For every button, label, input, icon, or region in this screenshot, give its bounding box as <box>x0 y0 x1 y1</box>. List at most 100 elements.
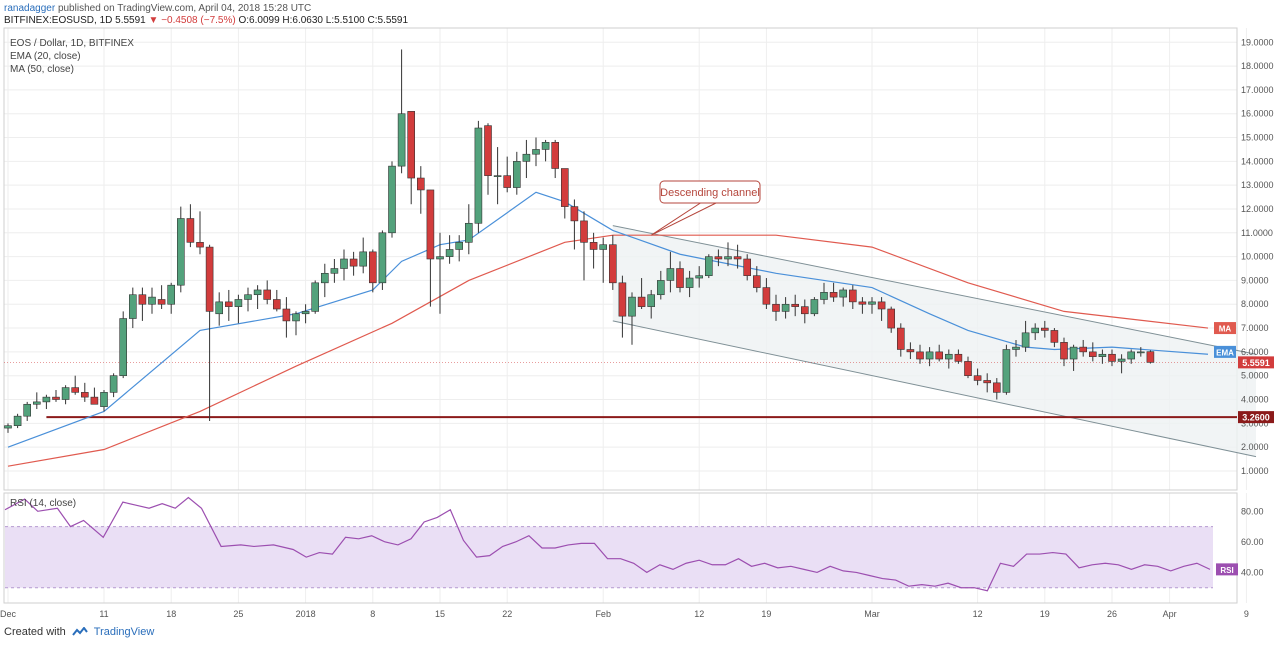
symbol-label: BITFINEX:EOSUSD, 1D <box>4 15 113 26</box>
candle-body <box>436 256 444 260</box>
candle-body <box>570 206 579 222</box>
candle-body <box>493 175 502 177</box>
candle-body <box>1050 330 1059 343</box>
price-tick-label: 19.0000 <box>1241 37 1274 47</box>
candle-body <box>906 349 915 353</box>
candle-body <box>311 282 320 312</box>
candle-body <box>791 303 800 307</box>
candle-body <box>1069 346 1078 360</box>
candle-body <box>359 251 368 267</box>
last-price-badge: 5.5591 <box>1242 358 1270 368</box>
price-tick-label: 18.0000 <box>1241 61 1274 71</box>
candle-body <box>52 396 60 400</box>
rsi-tick-label: 60.00 <box>1241 537 1264 547</box>
candle-body <box>455 242 464 250</box>
price-tick-label: 17.0000 <box>1241 85 1274 95</box>
time-tick-label: 12 <box>973 609 983 619</box>
candle-body <box>839 289 848 298</box>
candle-body <box>829 292 838 298</box>
price-tick-label: 2.0000 <box>1241 442 1269 452</box>
candle-body <box>618 282 627 317</box>
candle-body <box>848 289 857 303</box>
footer: Created with TradingView <box>4 626 154 638</box>
price-tick-label: 4.0000 <box>1241 395 1269 405</box>
candle-body <box>762 287 771 305</box>
candle-body <box>177 218 185 286</box>
price-tick-label: 14.0000 <box>1241 156 1274 166</box>
candle-body <box>1127 351 1135 360</box>
chart-title: EOS / Dollar, 1D, BITFINEX <box>10 38 134 49</box>
candle-body <box>877 301 886 310</box>
candle-body <box>1079 346 1087 353</box>
candle-body <box>1117 358 1126 362</box>
candle-body <box>695 275 704 279</box>
candle-body <box>503 175 512 188</box>
candle-body <box>714 256 723 260</box>
candle-body <box>733 256 742 260</box>
rsi-legend[interactable]: RSI (14, close) <box>10 498 76 509</box>
price-tick-label: 7.0000 <box>1241 323 1269 333</box>
candle-body <box>628 296 636 317</box>
candle-body <box>407 111 416 179</box>
ma-legend[interactable]: MA (50, close) <box>10 64 74 75</box>
candle-body <box>781 303 790 312</box>
time-tick-label: 15 <box>435 609 445 619</box>
ema-tag: EMA <box>1216 348 1234 357</box>
price-pane-border <box>3 27 1238 491</box>
candle-body <box>1031 327 1039 334</box>
price-axis[interactable]: 19.0000 18.0000 17.0000 16.0000 15.0000 14.00… <box>1241 37 1274 476</box>
ema-legend[interactable]: EMA (20, close) <box>10 51 81 62</box>
ma-tag: MA <box>1219 325 1232 334</box>
candle-body <box>916 351 924 360</box>
candle-body <box>704 256 713 276</box>
candle-body <box>532 149 540 155</box>
candle-body <box>397 113 406 167</box>
candle-body <box>666 268 675 281</box>
rsi-tick-label: 80.00 <box>1241 506 1264 516</box>
rsi-pane-border <box>3 492 1238 604</box>
time-tick-label: 11 <box>99 609 108 619</box>
price-tick-label: 11.0000 <box>1241 228 1273 238</box>
candle-body <box>148 296 156 305</box>
candle-body <box>42 396 51 403</box>
time-axis[interactable]: Dec 11 18 25 2018 8 15 22 Feb 12 19 Mar 12 19 26 Apr 9 <box>0 609 1249 619</box>
candle-body <box>100 392 108 407</box>
descending-channel-fill <box>612 225 1256 457</box>
tradingview-link[interactable]: TradingView <box>93 626 155 638</box>
price-tick-label: 8.0000 <box>1241 299 1269 309</box>
candle-body <box>724 256 732 260</box>
candle-body <box>109 375 118 393</box>
candle-body <box>1021 332 1030 348</box>
price-badges: 5.5591 3.2600 MA EMA <box>1214 322 1274 424</box>
candle-body <box>1146 351 1155 363</box>
time-tick-label: 8 <box>370 609 375 619</box>
candle-body <box>61 387 70 400</box>
price-tick-label: 12.0000 <box>1241 204 1274 214</box>
candle-body <box>896 327 905 350</box>
candle-body <box>858 301 867 305</box>
support-badge-bg <box>1238 411 1274 424</box>
published-text: published on TradingView.com, April 04, … <box>57 3 312 14</box>
candle-body <box>263 289 272 300</box>
candle-body <box>32 401 41 405</box>
candle-body <box>1108 353 1116 362</box>
candle-body <box>983 380 992 384</box>
rsi-tag: RSI <box>1220 566 1233 575</box>
time-tick-label: Mar <box>864 609 880 619</box>
candle-body <box>1098 353 1107 357</box>
symbol-info: BITFINEX:EOSUSD, 1D 5.5591 ▼ −0.4508 (−7… <box>4 15 408 26</box>
rsi-axis: 80.00 60.00 40.00 RSI <box>1216 506 1264 577</box>
candlestick-series <box>4 49 1155 433</box>
time-tick-label: 19 <box>1040 609 1050 619</box>
candle-body <box>138 294 147 305</box>
time-tick-label: 26 <box>1107 609 1117 619</box>
candle-body <box>589 242 598 250</box>
ma50-line <box>7 234 1209 467</box>
time-tick-label: 25 <box>233 609 243 619</box>
candle-body <box>320 272 329 284</box>
time-tick-label: 12 <box>694 609 704 619</box>
author-link[interactable]: ranadagger <box>4 3 56 14</box>
candle-body <box>925 351 934 360</box>
price-tick-label: 13.0000 <box>1241 180 1274 190</box>
